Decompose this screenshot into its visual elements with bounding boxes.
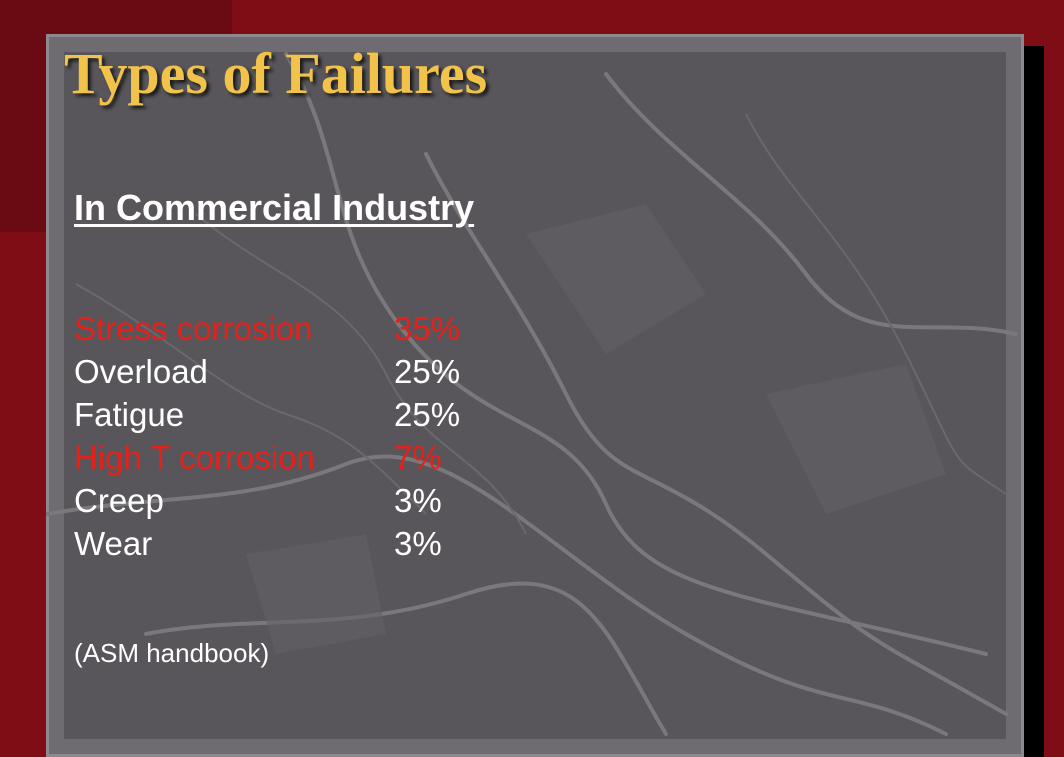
failure-name: Fatigue xyxy=(74,396,185,433)
failure-name: Stress corrosion xyxy=(74,310,313,347)
failure-percent: 25% xyxy=(394,396,461,433)
slide-title: Types of Failures xyxy=(64,41,488,106)
failure-percent: 3% xyxy=(394,525,442,562)
failure-name: Wear xyxy=(74,525,153,562)
marble-veins xyxy=(46,52,1018,736)
failure-percent: 7% xyxy=(394,439,442,476)
failure-percent: 35% xyxy=(394,310,461,347)
failure-percent: 3% xyxy=(394,482,442,519)
failure-name: Overload xyxy=(74,353,208,390)
slide-subtitle: In Commercial Industry xyxy=(74,187,475,228)
failure-name: Creep xyxy=(74,482,164,519)
failure-percent: 25% xyxy=(394,353,461,390)
failure-name: High T corrosion xyxy=(74,439,315,476)
source-citation: (ASM handbook) xyxy=(74,638,270,668)
marble-slate-panel xyxy=(46,34,1024,757)
